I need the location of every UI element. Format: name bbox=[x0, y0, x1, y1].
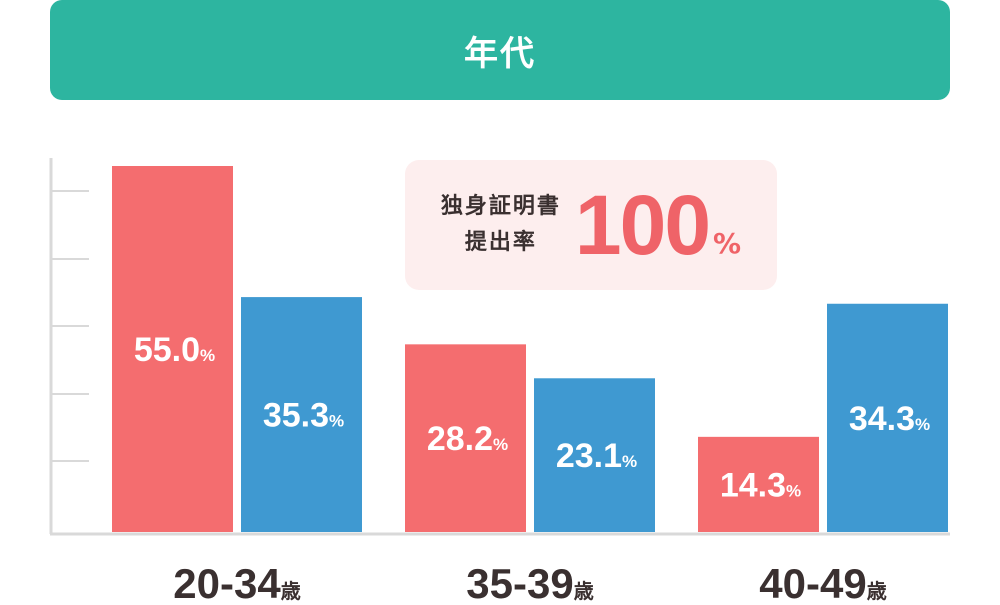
bar-series-1-35-39 bbox=[405, 344, 526, 532]
bar-series-1-20-34 bbox=[112, 166, 233, 532]
callout-unit: % bbox=[713, 227, 742, 260]
chart-title: 年代 bbox=[464, 33, 536, 74]
callout-label-line2: 提出率 bbox=[464, 230, 537, 255]
bar-series-2-35-39 bbox=[534, 378, 655, 532]
data-label: 14.3% bbox=[720, 466, 801, 504]
callout-label: 独身証明書 提出率 bbox=[441, 189, 561, 261]
bar-series-2-40-49 bbox=[827, 303, 948, 532]
bar-series-1-40-49 bbox=[698, 436, 819, 532]
x-tick-label: 40-49歳 bbox=[759, 560, 886, 605]
bar-series-2-20-34 bbox=[241, 297, 362, 532]
callout-label-line1: 独身証明書 bbox=[440, 194, 561, 219]
submission-rate-callout: 独身証明書 提出率 100 % bbox=[405, 160, 777, 290]
callout-value: 100 bbox=[574, 178, 711, 272]
data-label: 23.1% bbox=[556, 437, 637, 475]
chart-header: 年代 bbox=[50, 0, 950, 100]
x-tick-label: 20-34歳 bbox=[173, 560, 300, 605]
data-label: 34.3% bbox=[849, 400, 930, 438]
data-label: 55.0% bbox=[134, 331, 215, 369]
data-label: 28.2% bbox=[427, 420, 508, 458]
x-tick-label: 35-39歳 bbox=[466, 560, 593, 605]
data-label: 35.3% bbox=[263, 397, 344, 435]
